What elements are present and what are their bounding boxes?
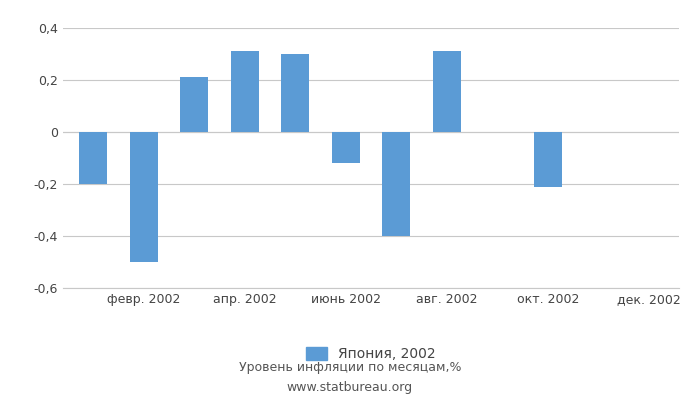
Text: Уровень инфляции по месяцам,%: Уровень инфляции по месяцам,%	[239, 362, 461, 374]
Bar	[281, 54, 309, 132]
Bar	[534, 132, 561, 186]
Bar	[130, 132, 158, 262]
Bar	[433, 51, 461, 132]
Bar	[332, 132, 360, 163]
Bar	[181, 77, 208, 132]
Bar	[382, 132, 410, 236]
Legend: Япония, 2002: Япония, 2002	[301, 342, 441, 367]
Bar	[231, 51, 259, 132]
Bar	[79, 132, 107, 184]
Text: www.statbureau.org: www.statbureau.org	[287, 382, 413, 394]
